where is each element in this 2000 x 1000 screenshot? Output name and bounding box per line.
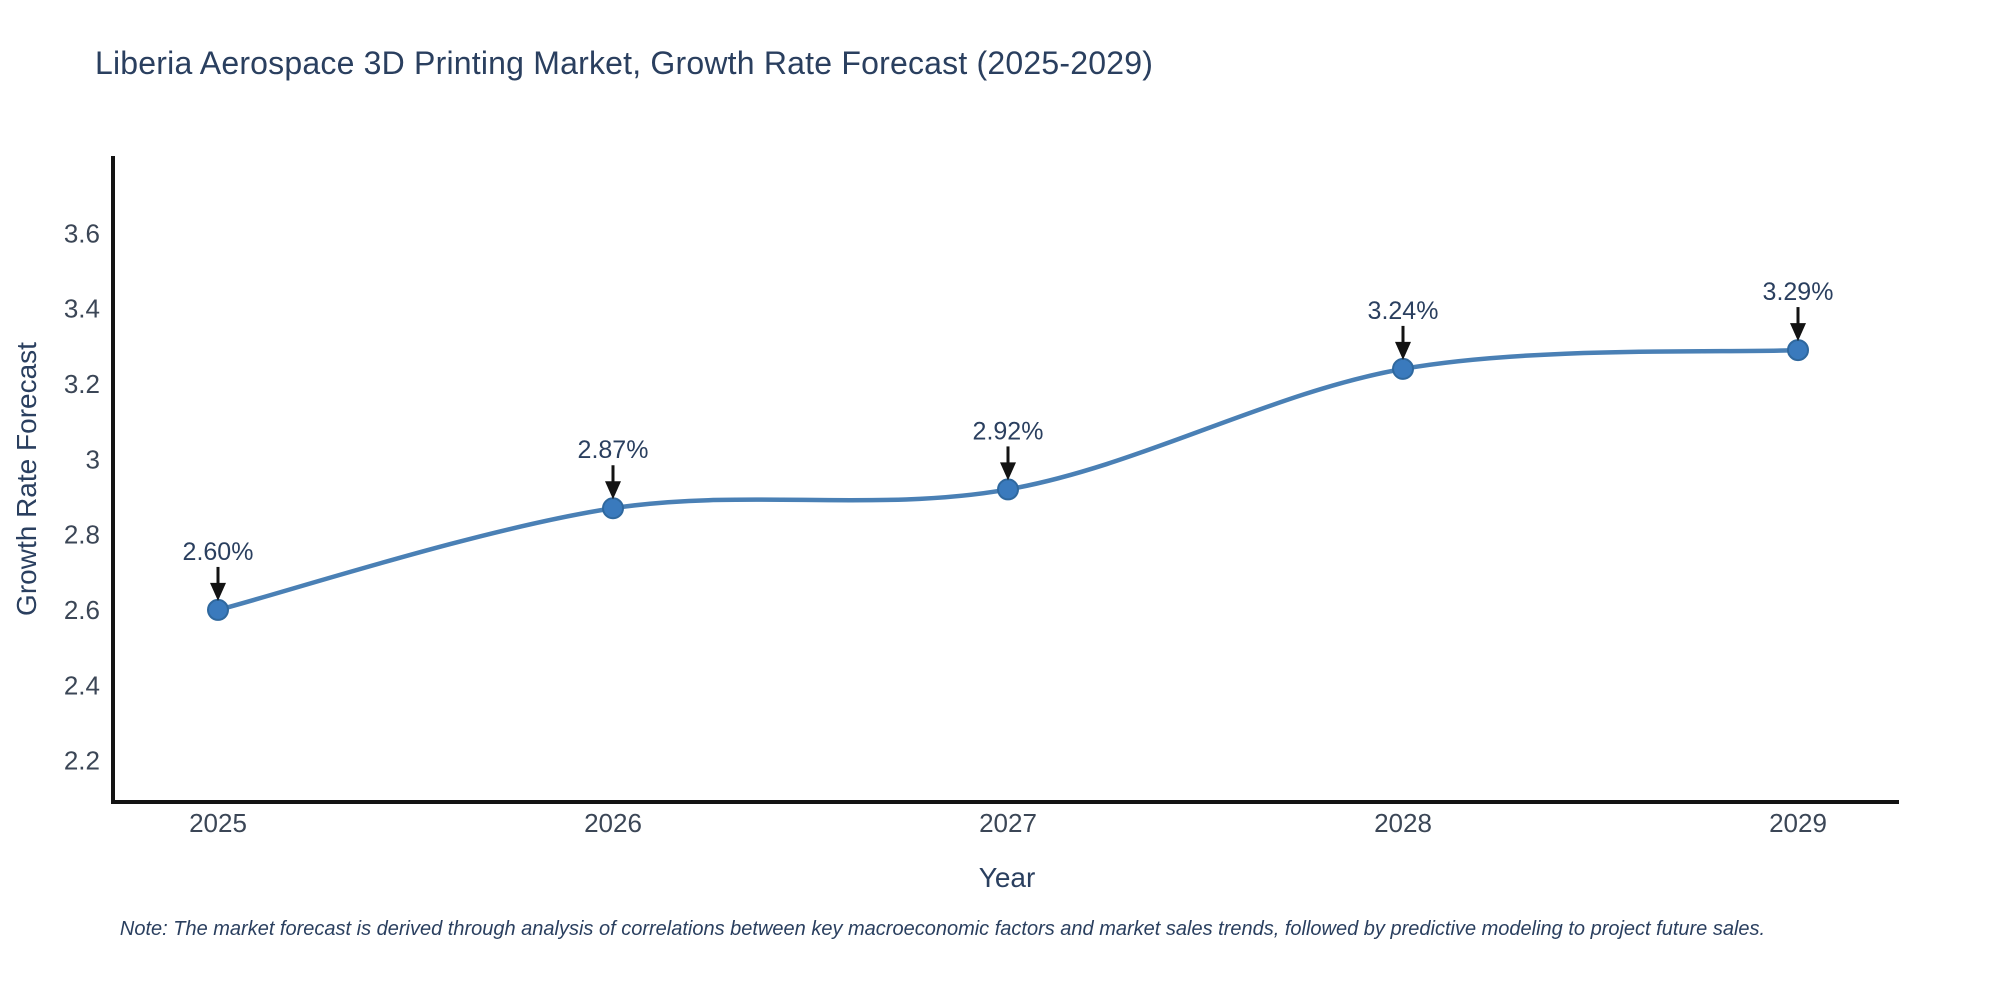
point-value-label-2026: 2.87% bbox=[578, 436, 649, 464]
annotation-arrow-head bbox=[210, 582, 226, 601]
point-value-label-2028: 3.24% bbox=[1368, 297, 1439, 325]
annotation-arrow-head bbox=[1790, 323, 1806, 342]
y-tick-label-3: 3 bbox=[86, 444, 100, 474]
point-value-label-2025: 2.60% bbox=[183, 538, 254, 566]
x-tick-label-2026: 2026 bbox=[584, 808, 642, 838]
annotation-arrow-head bbox=[1000, 462, 1016, 481]
annotation-arrow-head bbox=[605, 481, 621, 500]
x-tick-label-2028: 2028 bbox=[1374, 808, 1432, 838]
x-tick-label-2025: 2025 bbox=[189, 808, 247, 838]
y-tick-label-2.8: 2.8 bbox=[64, 520, 100, 550]
data-point-2027 bbox=[997, 478, 1019, 501]
data-point-2029 bbox=[1787, 339, 1809, 362]
point-value-label-2027: 2.92% bbox=[973, 417, 1044, 445]
y-tick-label-2.6: 2.6 bbox=[64, 595, 100, 625]
x-tick-label-2029: 2029 bbox=[1769, 808, 1827, 838]
annotation-arrow-head bbox=[1395, 341, 1411, 360]
data-point-2025 bbox=[207, 598, 229, 621]
y-tick-label-2.4: 2.4 bbox=[64, 670, 100, 700]
data-point-2028 bbox=[1392, 357, 1414, 380]
chart-title: Liberia Aerospace 3D Printing Market, Gr… bbox=[95, 45, 1154, 81]
y-tick-label-3.2: 3.2 bbox=[64, 369, 100, 399]
x-axis-title: Year bbox=[978, 862, 1036, 893]
y-tick-label-2.2: 2.2 bbox=[64, 746, 100, 776]
footnote: Note: The market forecast is derived thr… bbox=[119, 918, 1766, 940]
point-value-label-2029: 3.29% bbox=[1763, 278, 1834, 306]
x-tick-label-2027: 2027 bbox=[979, 808, 1037, 838]
y-tick-label-3.6: 3.6 bbox=[64, 218, 100, 248]
y-tick-label-3.4: 3.4 bbox=[64, 294, 100, 324]
data-point-2026 bbox=[602, 497, 624, 520]
